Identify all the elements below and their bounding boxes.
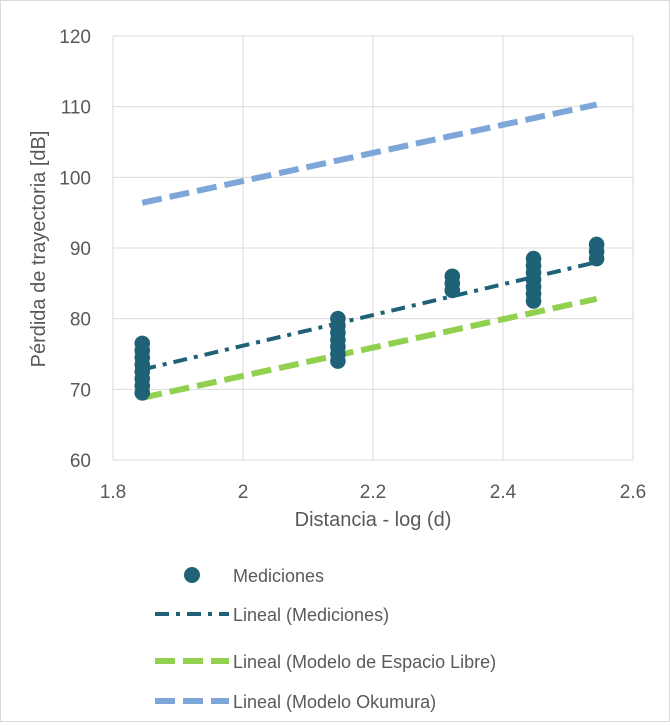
grid-layer [112,35,634,461]
y-axis-title: Pérdida de trayectoria [dB] [28,131,50,368]
y-tick-label: 60 [70,451,91,472]
scatter-point [330,310,346,327]
y-tick-label: 80 [70,310,91,331]
axis-layer: 60 70 80 90 100 110 120 1.8 2 2.2 2.4 2.6 [59,27,646,503]
plot-layer [134,101,605,401]
x-tick-label: 2.2 [360,482,386,503]
y-tick-label: 110 [61,98,91,119]
scatter-point [444,268,461,285]
legend-label: Lineal (Modelo Okumura) [233,692,436,712]
scatter-point [134,335,151,352]
legend-layer: Mediciones Lineal (Mediciones) Lineal (Mod… [155,566,496,712]
scatter-point [525,250,542,267]
trend-line-2 [141,101,598,206]
y-tick-label: 90 [70,239,91,260]
trend-line-1 [141,295,598,401]
x-tick-label: 2 [238,482,249,503]
legend-marker [184,567,200,583]
y-tick-label: 70 [70,380,91,401]
y-tick-label: 120 [59,27,91,48]
x-axis-title: Distancia - log (d) [295,509,452,531]
x-tick-label: 2.6 [620,482,646,503]
x-tick-label: 1.8 [100,482,126,503]
x-tick-label: 2.4 [490,482,517,503]
trend-line-0 [141,260,598,372]
scatter-point [588,236,605,253]
y-tick-label: 100 [59,168,91,189]
legend-label: Lineal (Modelo de Espacio Libre) [233,652,496,672]
legend-label: Mediciones [233,566,324,586]
legend-label: Lineal (Mediciones) [233,605,389,625]
